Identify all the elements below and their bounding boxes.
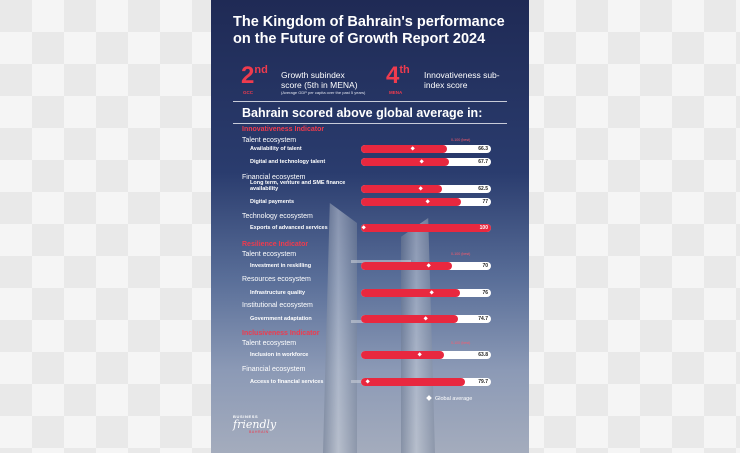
infographic-poster: The Kingdom of Bahrain's performance on … xyxy=(211,0,529,453)
bar-track: 77 xyxy=(361,198,491,206)
bar-fill xyxy=(361,158,449,166)
bar-value: 63.8 xyxy=(478,352,488,358)
bar-fill xyxy=(361,351,444,359)
divider xyxy=(233,101,507,102)
left-tower-graphic xyxy=(323,203,357,453)
legend-label: Global average xyxy=(435,396,473,402)
bar-track: 79.7 xyxy=(361,378,491,386)
divider xyxy=(233,123,507,124)
metric-label: Access to financial services xyxy=(250,379,324,385)
ecosystem-heading: Resources ecosystem xyxy=(242,276,311,283)
bar-fill xyxy=(361,289,460,297)
bar-track: 66.3 xyxy=(361,145,491,153)
indicator-heading: Innovativeness Indicator xyxy=(242,126,325,133)
right-tower-graphic xyxy=(401,218,435,453)
ecosystem-heading: Financial ecosystem xyxy=(242,366,306,373)
poster-title: The Kingdom of Bahrain's performance on … xyxy=(233,14,505,47)
scale-note: 0-100 (best) xyxy=(451,341,471,345)
bar-track: 76 xyxy=(361,289,491,297)
bar-value: 66.3 xyxy=(478,146,488,152)
bar-value: 79.7 xyxy=(478,379,488,385)
indicator-heading: Inclusiveness Indicator xyxy=(242,330,320,337)
bar-track: 100 xyxy=(361,224,491,232)
rank-gcc-note: (Average GDP per capita over the past 5 … xyxy=(281,90,366,95)
metric-label: Digital and technology talent xyxy=(250,159,326,165)
rank-mena-region: MENA xyxy=(389,90,403,95)
metric-label: Inclusion in workforce xyxy=(250,352,309,358)
scale-note: 0-100 (best) xyxy=(451,138,471,142)
bar-value: 76 xyxy=(482,290,488,296)
rank-mena-number: 4th xyxy=(386,62,410,89)
bar-track: 63.8 xyxy=(361,351,491,359)
bar-value: 70 xyxy=(482,263,488,269)
ecosystem-heading: Financial ecosystem xyxy=(242,174,306,181)
ecosystem-heading: Technology ecosystem xyxy=(242,213,313,220)
scale-note: 0-100 (best) xyxy=(451,252,471,256)
bar-fill xyxy=(361,185,443,193)
metric-label: Availability of talent xyxy=(250,146,302,152)
bar-value: 74.7 xyxy=(478,316,488,322)
ecosystem-heading: Institutional ecosystem xyxy=(242,302,313,309)
bar-track: 74.7 xyxy=(361,315,491,323)
ecosystem-heading: Talent ecosystem xyxy=(242,251,297,258)
metric-label: Digital payments xyxy=(250,199,295,205)
tower-bridge xyxy=(351,260,411,263)
rank-mena-label: Innovativeness sub-index score xyxy=(424,70,500,90)
business-friendly-bahrain-logo: BUSINESS friendly BAHRAIN xyxy=(233,414,293,434)
rank-gcc-region: GCC xyxy=(243,90,253,95)
metric-label: Government adaptation xyxy=(250,316,312,322)
metric-label: Long term, venture and SME finance avail… xyxy=(250,180,346,192)
metric-label: Investment in reskilling xyxy=(250,263,312,269)
logo-line-script: friendly xyxy=(233,418,277,431)
ecosystem-heading: Talent ecosystem xyxy=(242,137,297,144)
bar-fill: 100 xyxy=(361,224,491,232)
logo-line-bottom: BAHRAIN xyxy=(249,430,269,434)
bar-value: 100 xyxy=(479,225,488,231)
bar-fill xyxy=(361,378,465,386)
bar-value: 77 xyxy=(482,199,488,205)
bar-fill xyxy=(361,262,452,270)
bar-fill xyxy=(361,198,462,206)
bar-value: 62.5 xyxy=(478,186,488,192)
rank-gcc-number: 2nd xyxy=(241,62,268,89)
ecosystem-heading: Talent ecosystem xyxy=(242,340,297,347)
bar-track: 62.5 xyxy=(361,185,491,193)
metric-label: Exports of advanced services xyxy=(250,225,328,231)
global-average-diamond-icon xyxy=(426,395,432,401)
indicator-heading: Resilience Indicator xyxy=(242,241,309,248)
legend: Global average xyxy=(426,395,473,402)
rank-gcc-label: Growth subindex score (5th in MENA) xyxy=(281,70,358,90)
bar-fill xyxy=(361,145,448,153)
bar-track: 70 xyxy=(361,262,491,270)
bar-fill xyxy=(361,315,459,323)
section-subhead: Bahrain scored above global average in: xyxy=(242,106,483,120)
bar-value: 67.7 xyxy=(478,159,488,165)
metric-label: Infrastructure quality xyxy=(250,290,306,296)
bar-track: 67.7 xyxy=(361,158,491,166)
logo-line-top: BUSINESS xyxy=(233,414,259,419)
